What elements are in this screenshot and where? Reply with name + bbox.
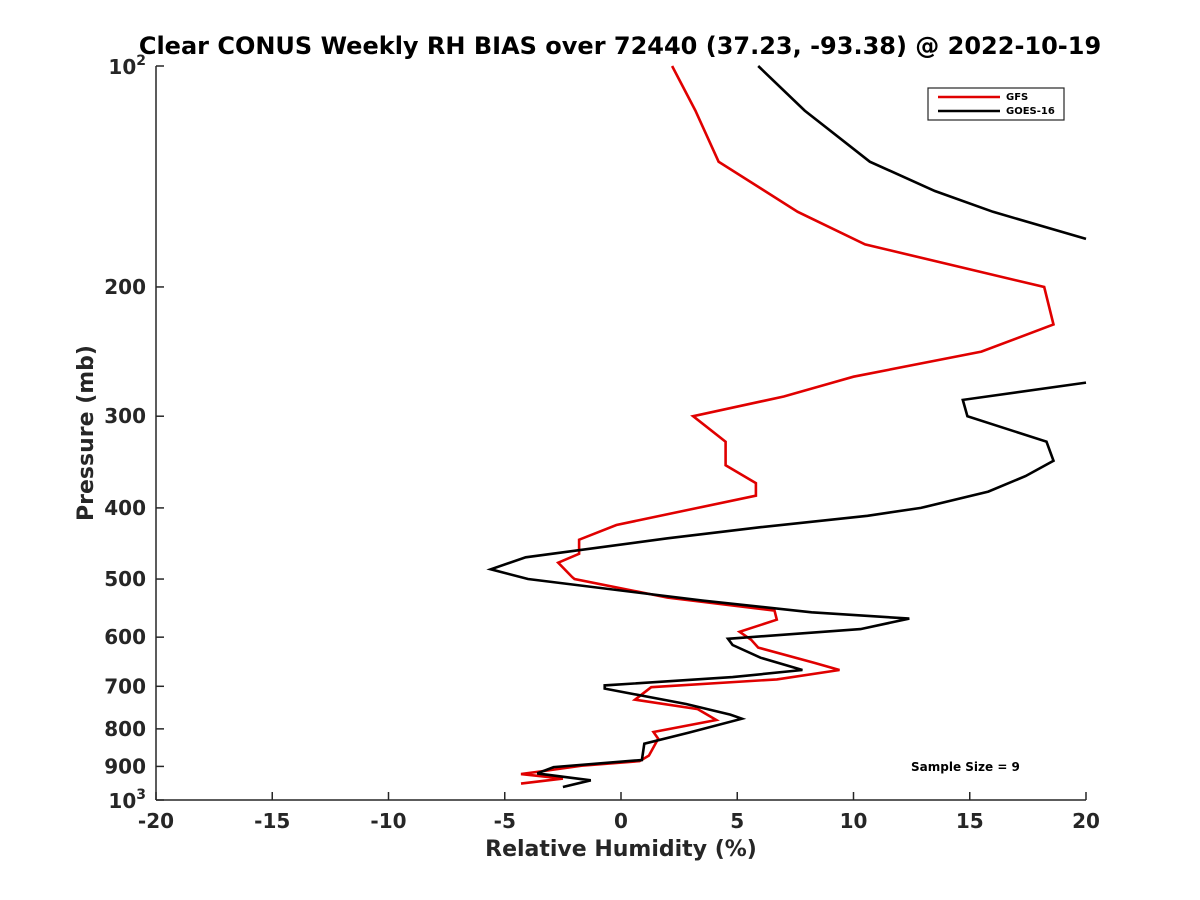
legend-label-goes16: GOES-16 <box>1006 106 1055 117</box>
series-layer <box>486 65 1087 789</box>
y-axis-label: Pressure (mb) <box>74 345 99 521</box>
x-tick-label: 5 <box>730 809 744 833</box>
legend-box <box>927 87 1065 121</box>
x-tick-label: -10 <box>370 809 406 833</box>
y-tick-label: 600 <box>104 625 146 649</box>
y-tick-label: 800 <box>104 717 146 741</box>
series-line-goes16 <box>486 65 1087 789</box>
x-tick-label: 0 <box>614 809 628 833</box>
plot-background <box>156 66 1086 800</box>
legend-label-gfs: GFS <box>1006 92 1028 103</box>
y-tick-label: 400 <box>104 496 146 520</box>
y-tick-label: 900 <box>104 754 146 778</box>
x-tick-label: -15 <box>254 809 290 833</box>
y-tick-label: 300 <box>104 404 146 428</box>
y-tick-label: 200 <box>104 275 146 299</box>
legend: GFS GOES-16 <box>927 87 1065 121</box>
x-ticks: -20 -15 -10 -5 0 5 10 15 20 <box>138 792 1100 833</box>
y-tick-label: 700 <box>104 674 146 698</box>
y-tick-label-power: 103 <box>108 787 146 813</box>
sample-size-annotation: Sample Size = 9 <box>911 760 1020 774</box>
plot-area: -20 -15 -10 -5 0 5 10 15 20 200 300 400 500 600 700 80… <box>104 53 1100 833</box>
x-tick-label: 10 <box>840 809 868 833</box>
y-tick-label: 500 <box>104 567 146 591</box>
x-axis-label: Relative Humidity (%) <box>485 837 757 862</box>
series-line-gfs <box>520 65 1056 785</box>
chart-title: Clear CONUS Weekly RH BIAS over 72440 (3… <box>139 32 1101 60</box>
x-tick-label: 20 <box>1072 809 1100 833</box>
y-tick-label-power: 102 <box>108 53 146 79</box>
x-tick-label: -5 <box>494 809 516 833</box>
x-tick-label: -20 <box>138 809 174 833</box>
x-tick-label: 15 <box>956 809 984 833</box>
y-ticks: 200 300 400 500 600 700 800 900 102 103 <box>104 53 164 813</box>
